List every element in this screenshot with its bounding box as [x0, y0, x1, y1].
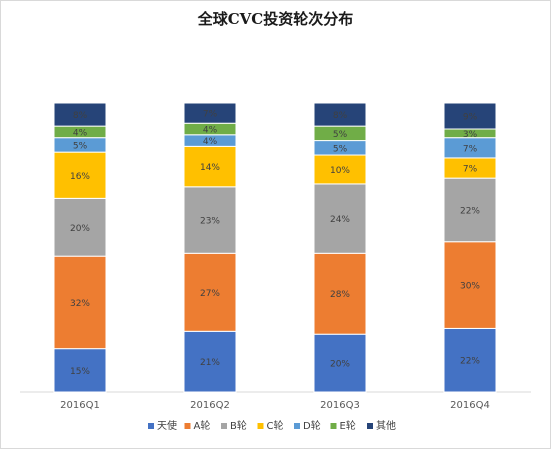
bar-data-label: 22% — [460, 206, 480, 216]
bar-data-label: 5% — [73, 141, 88, 151]
legend-label: B轮 — [230, 419, 247, 432]
bar-segment-0-2 — [53, 197, 107, 257]
legend-swatch — [184, 423, 191, 429]
bar-data-label: 3% — [463, 130, 478, 140]
legend-label: 天使 — [157, 419, 177, 432]
bar-data-label: 7% — [463, 144, 478, 154]
chart-title: 全球CVC投资轮次分布 — [197, 10, 354, 28]
x-tick-label: 2016Q3 — [320, 400, 360, 411]
bar-data-label: 27% — [200, 289, 220, 299]
x-tick-label: 2016Q4 — [450, 400, 490, 411]
bar-data-label: 23% — [200, 217, 220, 227]
bar-data-label: 8% — [73, 111, 88, 121]
bars-layer: 15%32%20%16%5%4%8%21%27%23%14%4%4%7%20%2… — [53, 102, 497, 393]
bar-data-label: 4% — [73, 128, 88, 138]
legend-label: C轮 — [267, 419, 284, 432]
bar-data-label: 28% — [330, 290, 350, 300]
bar-segment-3-6 — [443, 102, 497, 130]
legend-swatch — [221, 423, 227, 429]
bar-segment-0-6 — [53, 102, 107, 127]
legend-label: A轮 — [194, 419, 211, 432]
bar-segment-1-0 — [183, 330, 237, 393]
bar-data-label: 21% — [200, 358, 220, 368]
legend-label: D轮 — [303, 419, 321, 432]
bar-data-label: 5% — [333, 144, 348, 154]
legend-swatch — [148, 423, 154, 429]
legend-swatch — [257, 423, 264, 429]
bar-data-label: 4% — [203, 137, 218, 147]
bar-data-label: 20% — [330, 360, 350, 370]
bar-segment-2-1 — [313, 252, 367, 335]
bar-segment-1-2 — [183, 186, 237, 254]
bar-segment-0-0 — [53, 348, 107, 393]
legend-swatch — [294, 423, 300, 429]
x-tick-label: 2016Q1 — [60, 400, 100, 411]
bar-segment-1-1 — [183, 252, 237, 332]
bar-data-label: 14% — [200, 163, 220, 173]
legend: 天使 A轮 B轮 C轮 D轮 E轮 其他 — [148, 419, 396, 432]
bar-segment-2-0 — [313, 333, 367, 393]
legend-swatch — [367, 423, 373, 429]
bar-segment-1-3 — [183, 145, 237, 188]
legend-swatch — [330, 423, 337, 429]
bar-data-label: 20% — [70, 224, 90, 234]
bar-data-label: 10% — [330, 166, 350, 176]
bar-data-label: 16% — [70, 172, 90, 182]
bar-segment-2-6 — [313, 102, 367, 127]
bar-data-label: 22% — [460, 357, 480, 367]
bar-segment-3-0 — [443, 327, 497, 393]
x-tick-labels: 2016Q1 2016Q2 2016Q3 2016Q4 — [60, 400, 490, 411]
bar-data-label: 8% — [333, 111, 348, 121]
bar-segment-3-2 — [443, 177, 497, 243]
bar-data-label: 30% — [460, 282, 480, 292]
bar-segment-0-3 — [53, 151, 107, 199]
legend-label: E轮 — [340, 419, 356, 432]
bar-segment-3-1 — [443, 241, 497, 329]
bar-data-label: 9% — [463, 113, 478, 123]
bar-data-label: 4% — [203, 126, 218, 136]
x-tick-label: 2016Q2 — [190, 400, 230, 411]
bar-data-label: 5% — [333, 130, 348, 140]
bar-data-label: 15% — [70, 367, 90, 377]
bar-data-label: 7% — [463, 165, 478, 175]
bar-segment-0-1 — [53, 255, 107, 350]
legend-label: 其他 — [376, 419, 396, 432]
bar-data-label: 24% — [330, 215, 350, 225]
bar-data-label: 7% — [203, 110, 218, 120]
bar-segment-1-6 — [183, 102, 237, 124]
bar-data-label: 32% — [70, 299, 90, 309]
